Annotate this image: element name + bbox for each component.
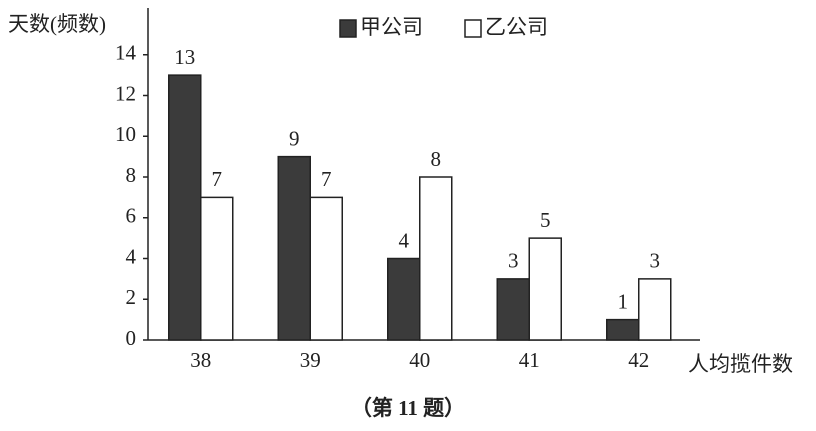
value-label: 1 [618, 289, 629, 313]
y-tick-label: 10 [115, 122, 136, 146]
bar [168, 74, 202, 341]
x-tick-label: 40 [409, 348, 430, 372]
value-label: 3 [650, 249, 661, 273]
legend-swatch [339, 19, 357, 38]
bar [496, 278, 530, 341]
value-label: 9 [289, 126, 300, 150]
legend-label: 乙公司 [485, 15, 548, 39]
value-label: 8 [431, 147, 442, 171]
y-tick-label: 14 [115, 41, 137, 65]
caption: （第 11 题） [351, 396, 465, 420]
bar [200, 196, 234, 341]
y-tick-label: 8 [126, 163, 137, 187]
bar [606, 318, 640, 341]
bar [528, 237, 562, 341]
x-tick-label: 38 [190, 348, 211, 372]
x-tick-label: 39 [300, 348, 321, 372]
value-label: 5 [540, 208, 551, 232]
y-tick-label: 4 [126, 244, 137, 268]
bar [309, 196, 343, 341]
value-label: 4 [399, 228, 410, 252]
y-tick-label: 6 [126, 204, 137, 228]
y-tick-label: 0 [126, 326, 137, 350]
legend-label: 甲公司 [360, 15, 423, 39]
bar [419, 176, 453, 341]
x-axis-label: 人均揽件数 [688, 352, 793, 376]
x-tick-label: 41 [519, 348, 540, 372]
value-label: 7 [212, 167, 223, 191]
y-axis-label: 天数(频数) [8, 12, 106, 36]
value-label: 3 [508, 249, 519, 273]
value-label: 7 [321, 167, 332, 191]
bar [277, 155, 311, 341]
y-tick-label: 12 [115, 81, 136, 105]
legend-swatch [464, 19, 482, 38]
x-tick-label: 42 [628, 348, 649, 372]
value-label: 13 [174, 45, 195, 69]
bar [638, 278, 672, 341]
bar [387, 257, 421, 341]
y-tick-label: 2 [126, 285, 137, 309]
